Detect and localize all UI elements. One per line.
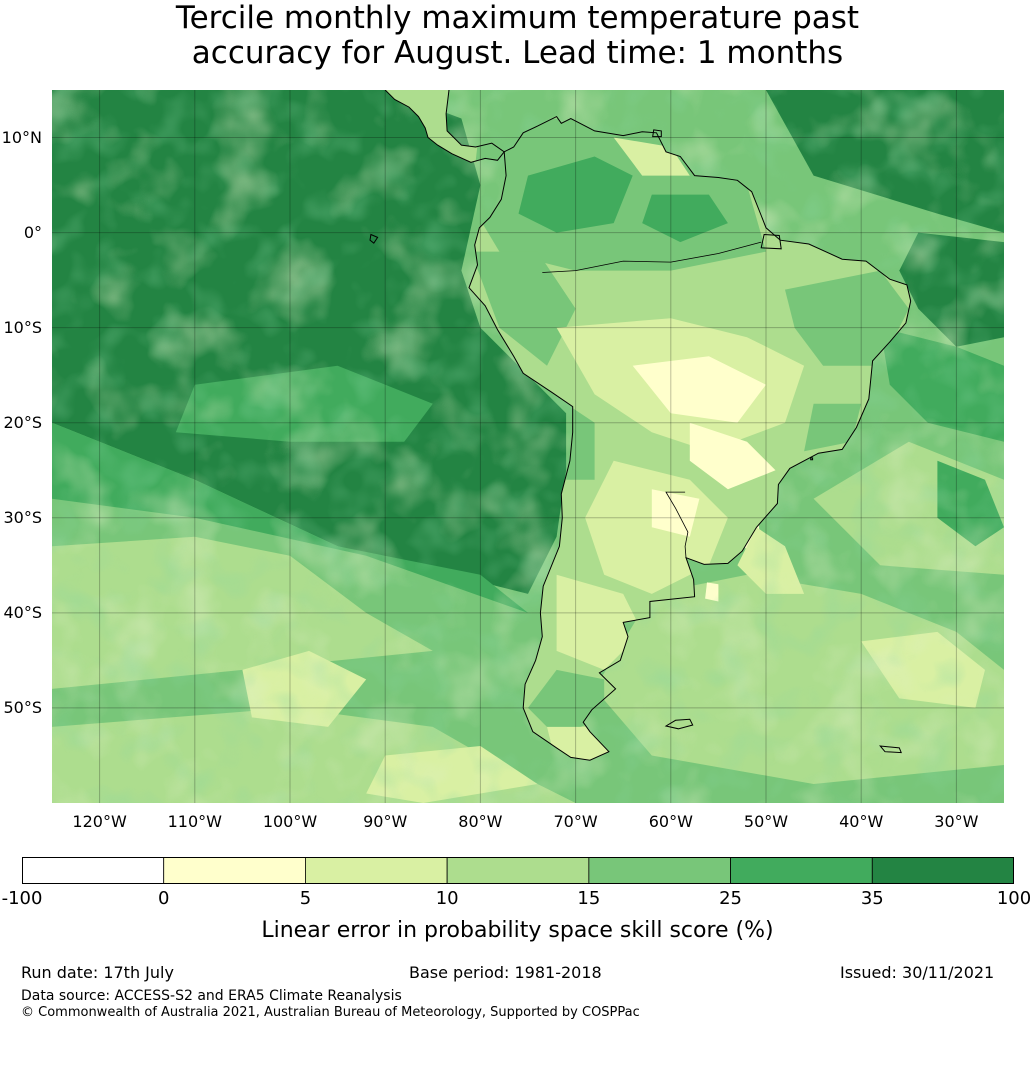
colorbar-tick-label: 10 — [435, 888, 459, 909]
island-coast-4 — [760, 233, 782, 250]
colorbar-label: Linear error in probability space skill … — [261, 918, 774, 943]
colorbar-tick-label: 5 — [299, 888, 312, 909]
colorbar-tick-label: 15 — [577, 888, 601, 909]
colorbar-frame — [22, 857, 1014, 884]
run-date: Run date: 17th July — [21, 963, 174, 982]
latitude-label: 30°S — [3, 507, 42, 527]
land-region-4 — [470, 251, 576, 366]
river-line-0 — [542, 241, 762, 273]
latitude-label: 20°S — [3, 412, 42, 432]
latitude-label: 10°N — [1, 127, 42, 147]
island-coast-2 — [369, 233, 379, 244]
latitude-label: 10°S — [3, 317, 42, 337]
skill-score-map — [52, 90, 1004, 803]
longitude-label: 30°W — [934, 812, 979, 831]
longitude-label: 120°W — [72, 812, 127, 831]
colorbar-segment-4 — [588, 857, 731, 884]
colorbar-tick-label: 25 — [719, 888, 743, 909]
colorbar-segment-0 — [22, 857, 165, 884]
colorbar-tick-label: 35 — [860, 888, 884, 909]
longitude-label: 100°W — [262, 812, 318, 831]
colorbar-segment-5 — [730, 857, 873, 884]
data-source: Data source: ACCESS-S2 and ERA5 Climate … — [21, 988, 402, 1004]
land-region-6 — [632, 356, 766, 423]
colorbar-tick-label: 100 — [996, 888, 1032, 909]
longitude-label: 40°W — [839, 812, 884, 831]
land-region-2 — [642, 194, 728, 243]
copyright: © Commonwealth of Australia 2021, Austra… — [21, 1005, 640, 1020]
colorbar-segment-1 — [163, 857, 306, 884]
issued-date: Issued: 30/11/2021 — [840, 963, 995, 982]
latitude-label: 0° — [23, 222, 42, 242]
island-coast-3 — [652, 129, 662, 138]
graticule — [52, 90, 1004, 803]
island-coast-0 — [664, 718, 694, 730]
colorbar-segment-2 — [305, 857, 448, 884]
latitude-label: 40°S — [3, 602, 42, 622]
island-coast-1 — [879, 745, 902, 754]
south-america-coast — [468, 115, 912, 761]
colorbar — [22, 857, 1014, 884]
chart-title-line-1: Tercile monthly maximum temperature past — [175, 0, 860, 36]
land-region-9 — [804, 403, 862, 452]
land-region-12 — [566, 403, 595, 480]
longitude-label: 70°W — [553, 812, 598, 831]
island-coast-5 — [810, 457, 814, 461]
latitude-label: 50°S — [3, 697, 42, 717]
chart-title-line-2: accuracy for August. Lead time: 1 months — [191, 35, 844, 71]
longitude-label: 80°W — [458, 812, 503, 831]
land-region-7 — [689, 422, 776, 490]
longitude-label: 110°W — [167, 812, 222, 831]
base-period: Base period: 1981-2018 — [409, 963, 602, 982]
longitude-label: 90°W — [363, 812, 408, 831]
coastline — [369, 90, 912, 761]
land-region-1 — [518, 156, 633, 233]
longitude-label: 50°W — [743, 812, 789, 831]
colorbar-tick-label: 0 — [157, 888, 170, 909]
colorbar-segment-6 — [871, 857, 1014, 884]
river-line-1 — [665, 491, 689, 558]
central-america-coast — [384, 90, 505, 163]
land-region-11 — [651, 489, 700, 537]
colorbar-tick-label: -100 — [1, 888, 43, 909]
colorbar-segment-3 — [446, 857, 590, 884]
land-region-8 — [785, 270, 909, 366]
land-region-13 — [556, 574, 643, 670]
longitude-label: 60°W — [648, 812, 693, 831]
